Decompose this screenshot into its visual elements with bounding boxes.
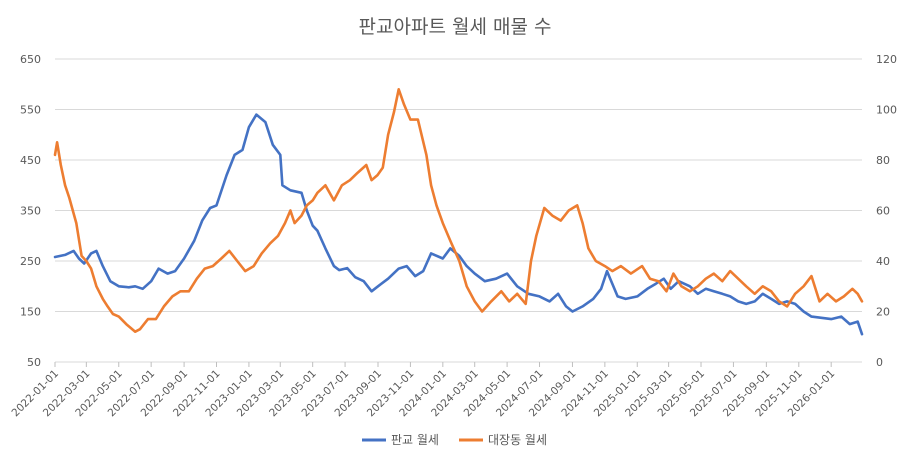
chart-title: 판교아파트 월세 매물 수 [359,16,552,38]
y-right-tick-label: 60 [876,205,890,218]
series-line-1 [53,113,864,336]
series-lines [53,88,864,336]
y-left-tick-label: 650 [20,53,41,66]
y-left-tick-label: 450 [20,154,41,167]
y-right-tick-label: 20 [876,306,890,319]
y-left-tick-label: 150 [20,306,41,319]
y-right-tick-label: 120 [876,53,897,66]
y-left-tick-label: 350 [20,205,41,218]
series-line-2 [53,88,864,334]
y-right-tick-label: 0 [876,356,883,369]
legend-label-1: 판교 월세 [391,433,439,447]
y-right-tick-label: 80 [876,154,890,167]
y-left-tick-label: 550 [20,104,41,117]
y-right-tick-label: 100 [876,104,897,117]
y-left-tick-label: 50 [27,356,41,369]
y-left-tick-label: 250 [20,255,41,268]
legend-label-2: 대장동 월세 [488,433,547,447]
y-right-tick-label: 40 [876,255,890,268]
legend: 판교 월세 대장동 월세 [362,433,547,447]
